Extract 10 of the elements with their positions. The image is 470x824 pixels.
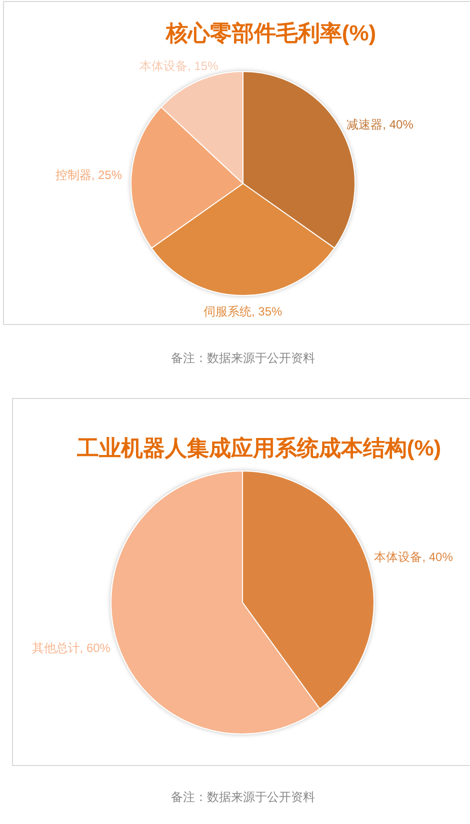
chart-title: 工业机器人集成应用系统成本结构(%) xyxy=(76,436,442,460)
slice-label: 本体设备, 15% xyxy=(140,59,219,74)
text: 备注：数据来源于公开资料 xyxy=(171,351,315,365)
text: 备注：数据来源于公开资料 xyxy=(171,790,315,804)
slice-label: 控制器, 25% xyxy=(55,168,122,182)
slice-label: 减速器, 40% xyxy=(346,118,414,132)
slice-label: 其他总计, 60% xyxy=(32,641,111,656)
slice-label: 本体设备, 40% xyxy=(374,550,454,564)
chart-title: 核心零部件毛利率(%) xyxy=(164,20,376,46)
slice-label: 伺服系统, 35% xyxy=(203,304,283,318)
